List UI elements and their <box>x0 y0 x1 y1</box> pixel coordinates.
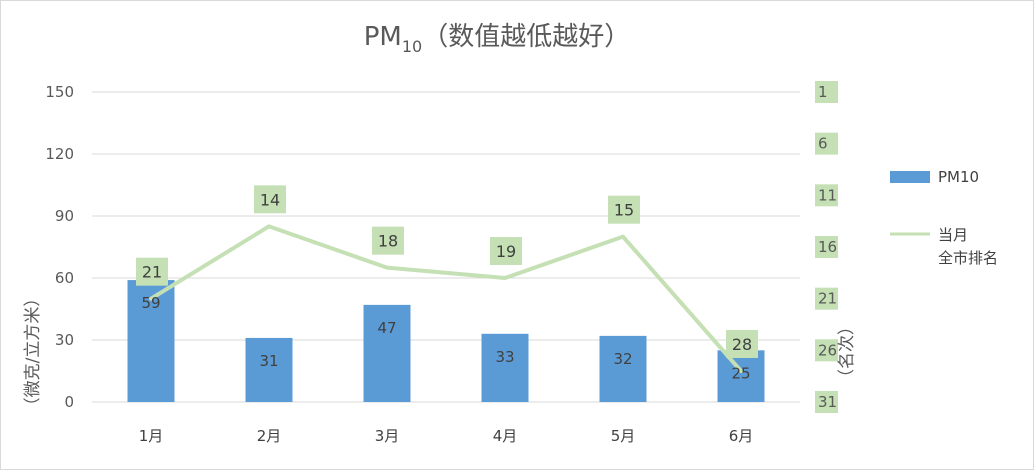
gridlines <box>92 91 800 403</box>
bar <box>481 333 529 402</box>
bar <box>245 337 293 402</box>
legend-swatch-pm10 <box>890 171 930 183</box>
left-tick-label: 90 <box>55 207 74 225</box>
legend: PM10 当月 全市排名 <box>890 168 998 267</box>
bar <box>363 304 411 402</box>
right-axis-title: （名次） <box>837 318 857 386</box>
rank-value-label: 21 <box>142 263 162 282</box>
legend-label-pm10: PM10 <box>938 168 979 186</box>
left-tick-label: 60 <box>55 269 74 287</box>
left-tick-label: 120 <box>45 145 74 163</box>
right-tick-label: 26 <box>818 341 837 359</box>
right-tick-label: 31 <box>818 393 837 411</box>
right-tick-box <box>815 339 838 362</box>
title-rest: （数值越低越好） <box>422 22 630 52</box>
legend-label-rank-line1: 当月 <box>938 226 968 244</box>
left-axis-ticks: 150 120 90 60 30 0 <box>45 83 74 411</box>
category-label: 4月 <box>493 427 518 445</box>
category-label: 3月 <box>375 427 400 445</box>
left-tick-label: 150 <box>45 83 74 101</box>
rank-label-box <box>254 185 286 214</box>
right-tick-box <box>815 287 838 310</box>
right-tick-label: 11 <box>818 186 837 204</box>
category-label: 2月 <box>257 427 282 445</box>
rank-value-label: 28 <box>732 335 752 354</box>
rank-data-labels: 21 14 18 19 15 28 <box>136 185 758 358</box>
rank-value-label: 15 <box>614 201 634 220</box>
bar-series <box>127 280 765 402</box>
rank-line <box>149 224 743 373</box>
title-main: PM <box>364 22 402 52</box>
right-tick-box <box>815 184 838 207</box>
chart-title: PM10（数值越低越好） <box>364 22 631 56</box>
rank-value-label: 14 <box>260 190 280 209</box>
bar-value-label: 32 <box>613 350 632 368</box>
left-tick-label: 0 <box>64 393 74 411</box>
category-label: 5月 <box>611 427 636 445</box>
rank-value-label: 19 <box>496 242 516 261</box>
right-tick-label: 1 <box>818 83 828 101</box>
left-tick-label: 30 <box>55 331 74 349</box>
bar <box>717 350 765 402</box>
rank-value-label: 18 <box>378 232 398 251</box>
right-tick-box <box>815 81 838 103</box>
category-axis: 1月 2月 3月 4月 5月 6月 <box>139 427 754 445</box>
bar-value-label: 31 <box>259 352 278 370</box>
right-tick-box <box>815 391 838 413</box>
category-label: 1月 <box>139 427 164 445</box>
legend-label-rank-line2: 全市排名 <box>938 249 998 267</box>
rank-label-box <box>372 226 404 255</box>
bar-value-label: 47 <box>377 319 396 337</box>
rank-label-box <box>608 195 640 224</box>
right-tick-box <box>815 236 838 258</box>
right-tick-label: 16 <box>818 238 837 256</box>
rank-label-box <box>490 237 522 265</box>
right-tick-box <box>815 132 838 155</box>
title-subscript: 10 <box>402 37 422 56</box>
rank-line-series <box>149 224 743 373</box>
category-label: 6月 <box>729 427 754 445</box>
rank-label-box <box>136 257 168 286</box>
bar-value-label: 25 <box>731 364 750 382</box>
rank-label-box <box>726 330 758 358</box>
right-tick-label: 21 <box>818 290 837 308</box>
left-axis-title: （微克/立方米） <box>23 290 43 415</box>
right-tick-label: 6 <box>818 135 828 153</box>
bar-value-label: 59 <box>141 294 160 312</box>
bar-value-label: 33 <box>495 348 514 366</box>
bar <box>599 335 647 402</box>
bar-data-labels: 59 31 47 33 32 25 <box>141 294 750 382</box>
